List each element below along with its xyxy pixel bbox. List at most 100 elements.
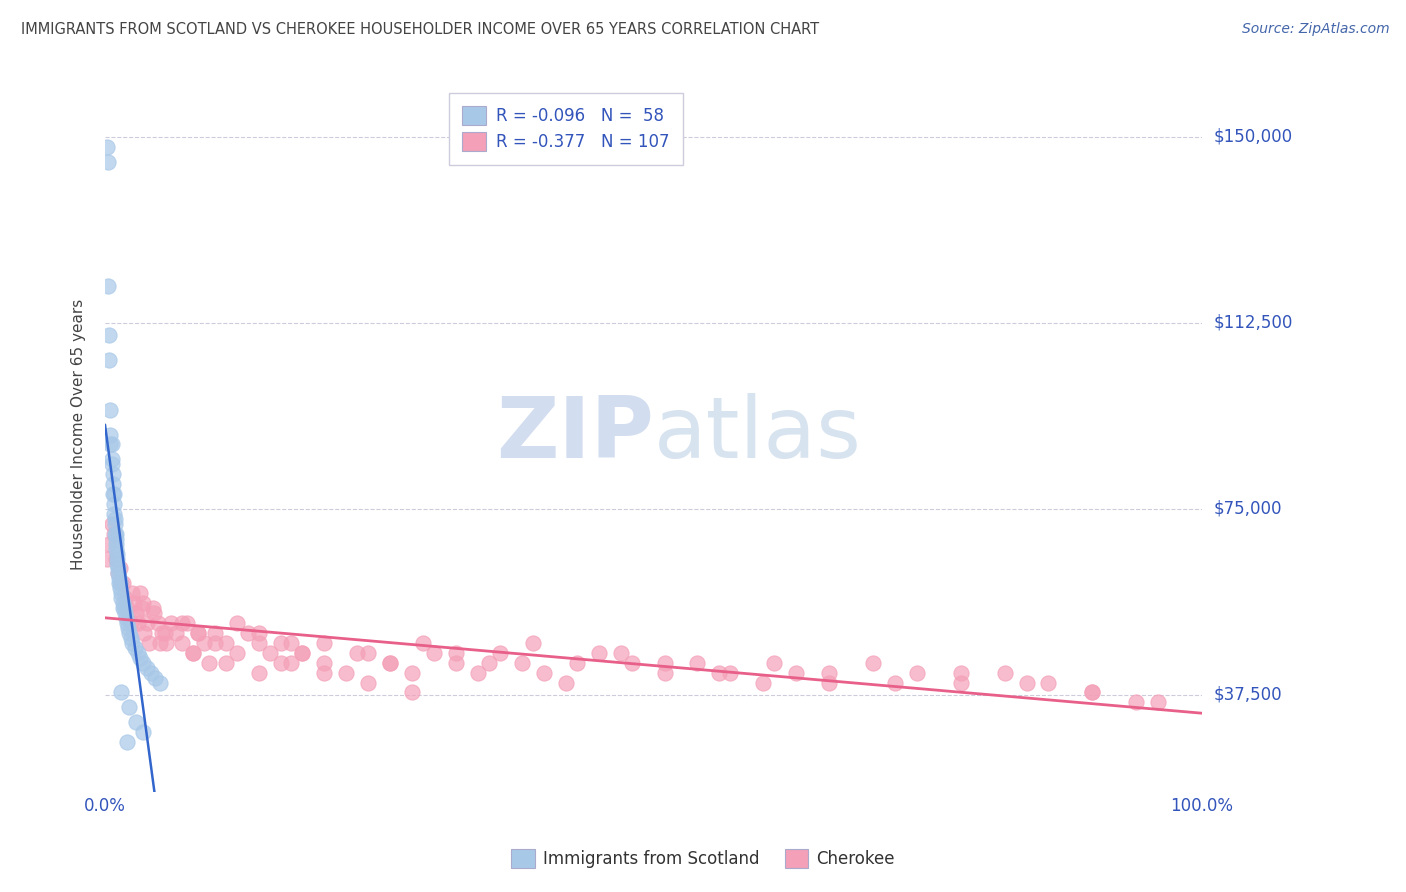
Point xyxy=(193,636,215,650)
Point xyxy=(120,615,142,630)
Point xyxy=(98,328,121,343)
Point xyxy=(763,656,786,670)
Point xyxy=(862,656,884,670)
Point xyxy=(145,671,167,685)
Text: $37,500: $37,500 xyxy=(1213,686,1282,704)
Point xyxy=(1081,685,1104,699)
Point xyxy=(103,497,125,511)
Point xyxy=(100,452,122,467)
Point xyxy=(181,646,204,660)
Point xyxy=(335,665,357,680)
Point xyxy=(100,437,122,451)
Point xyxy=(204,636,226,650)
Point xyxy=(1147,695,1170,709)
Point xyxy=(155,626,177,640)
Point xyxy=(159,615,181,630)
Point xyxy=(225,646,247,660)
Point xyxy=(118,611,141,625)
Point xyxy=(134,626,156,640)
Point xyxy=(588,646,610,660)
Text: $150,000: $150,000 xyxy=(1213,128,1292,146)
Point xyxy=(146,615,169,630)
Point xyxy=(905,665,928,680)
Point xyxy=(270,656,292,670)
Point xyxy=(654,665,676,680)
Point xyxy=(423,646,446,660)
Point xyxy=(1015,675,1038,690)
Point xyxy=(709,665,731,680)
Point xyxy=(142,601,165,615)
Point xyxy=(357,646,380,660)
Text: Source: ZipAtlas.com: Source: ZipAtlas.com xyxy=(1241,22,1389,37)
Point xyxy=(170,615,193,630)
Point xyxy=(718,665,741,680)
Point xyxy=(357,675,380,690)
Point xyxy=(103,526,125,541)
Point xyxy=(98,353,121,368)
Point xyxy=(111,596,134,610)
Point xyxy=(121,586,143,600)
Point xyxy=(114,606,136,620)
Point xyxy=(247,665,270,680)
Point xyxy=(110,576,132,591)
Point xyxy=(259,646,281,660)
Point xyxy=(135,615,157,630)
Point xyxy=(115,735,138,749)
Point xyxy=(129,650,152,665)
Point xyxy=(122,596,145,610)
Point xyxy=(108,576,131,591)
Point xyxy=(150,626,173,640)
Point xyxy=(105,551,128,566)
Point xyxy=(114,591,136,606)
Point xyxy=(1125,695,1147,709)
Point xyxy=(380,656,402,670)
Point xyxy=(96,551,118,566)
Point xyxy=(270,636,292,650)
Point xyxy=(100,437,122,451)
Point xyxy=(236,626,259,640)
Point xyxy=(115,601,138,615)
Text: $112,500: $112,500 xyxy=(1213,314,1292,332)
Point xyxy=(104,541,127,556)
Point xyxy=(467,665,489,680)
Point xyxy=(111,576,134,591)
Point xyxy=(118,700,141,714)
Legend: Immigrants from Scotland, Cherokee: Immigrants from Scotland, Cherokee xyxy=(505,842,901,875)
Point xyxy=(115,615,138,630)
Point xyxy=(346,646,368,660)
Point xyxy=(139,665,162,680)
Text: $75,000: $75,000 xyxy=(1213,500,1282,518)
Point xyxy=(104,512,127,526)
Point xyxy=(100,427,122,442)
Point xyxy=(104,516,127,531)
Point xyxy=(103,507,125,521)
Point xyxy=(1081,685,1104,699)
Point xyxy=(444,656,467,670)
Point xyxy=(181,646,204,660)
Point xyxy=(883,675,905,690)
Point xyxy=(105,557,128,571)
Point xyxy=(114,611,136,625)
Point xyxy=(112,601,135,615)
Point xyxy=(101,487,124,501)
Point xyxy=(204,626,226,640)
Point xyxy=(101,477,124,491)
Point xyxy=(949,675,972,690)
Point xyxy=(110,576,132,591)
Point xyxy=(401,685,423,699)
Point xyxy=(110,586,132,600)
Point xyxy=(100,458,122,472)
Point xyxy=(107,561,129,575)
Point xyxy=(132,596,155,610)
Point xyxy=(686,656,709,670)
Point xyxy=(412,636,434,650)
Point xyxy=(104,532,127,546)
Point xyxy=(107,566,129,581)
Point xyxy=(118,626,141,640)
Point xyxy=(143,606,166,620)
Point xyxy=(127,615,149,630)
Point xyxy=(215,656,238,670)
Point xyxy=(533,665,555,680)
Point xyxy=(785,665,807,680)
Point xyxy=(100,402,122,417)
